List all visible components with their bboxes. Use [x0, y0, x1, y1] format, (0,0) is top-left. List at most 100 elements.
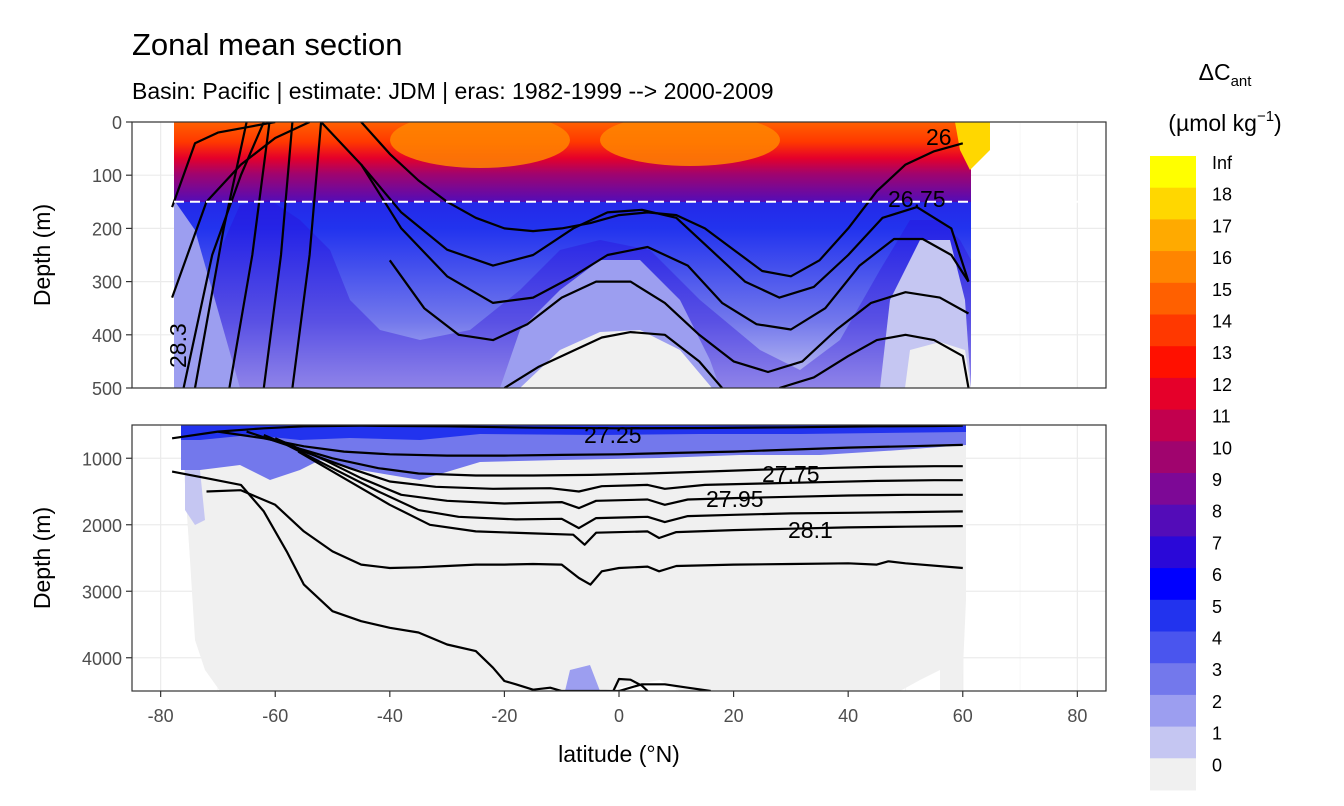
contour-line — [360, 164, 970, 331]
contour-line — [206, 489, 963, 586]
lower-y-axis-label: Depth (m) — [29, 507, 55, 609]
contour-line — [263, 433, 963, 493]
upper-max-blob-2 — [600, 122, 780, 166]
contour-line — [262, 122, 294, 388]
legend-label: 14 — [1212, 312, 1232, 332]
legend-label: 2 — [1212, 692, 1222, 712]
legend-label: 12 — [1212, 375, 1232, 395]
lower-contours — [171, 425, 963, 691]
x-axis-label: latitude (°N) — [558, 741, 680, 767]
legend-units-exp: −1 — [1257, 108, 1274, 125]
lower-abyss-patch — [565, 665, 600, 691]
y-tick-label: 4000 — [82, 649, 122, 669]
legend-label: 3 — [1212, 660, 1222, 680]
contour-label-28-1: 28.1 — [788, 517, 833, 543]
legend-swatch — [1150, 282, 1196, 315]
legend-label: 4 — [1212, 629, 1222, 649]
y-tick-label: 3000 — [82, 582, 122, 602]
upper-north-low — [905, 342, 971, 388]
contour-line — [217, 430, 963, 457]
legend-label: 8 — [1212, 502, 1222, 522]
x-tick-label: 80 — [1067, 706, 1087, 726]
contour-line — [320, 122, 970, 299]
legend-label: 5 — [1212, 597, 1222, 617]
legend-title: ΔCant — [1199, 59, 1253, 90]
contour-line — [171, 470, 711, 691]
legend-label: 10 — [1212, 438, 1232, 458]
contour-line — [171, 122, 276, 208]
contour-line — [297, 450, 963, 546]
y-tick-label: 400 — [92, 326, 122, 346]
legend-swatch — [1150, 726, 1196, 759]
legend-units-end: ) — [1274, 110, 1282, 136]
legend-swatch — [1150, 251, 1196, 284]
upper-mid-layer — [174, 122, 971, 388]
legend-label: 0 — [1212, 755, 1222, 775]
legend-label: 7 — [1212, 533, 1222, 553]
legend-swatch — [1150, 314, 1196, 347]
contour-line — [274, 437, 963, 510]
upper-panel-border — [131, 121, 1107, 389]
y-tick-label: 100 — [92, 166, 122, 186]
contour-label-28-3: 28.3 — [165, 323, 191, 368]
contour-line — [388, 259, 970, 374]
lower-south-light — [185, 470, 205, 525]
contour-line — [286, 443, 963, 530]
y-tick-label: 500 — [92, 379, 122, 399]
legend: ΔCant (µmol kg−1) Inf1817161514131211109… — [1150, 59, 1282, 791]
upper-northern-peak — [955, 122, 990, 170]
legend-swatch — [1150, 377, 1196, 411]
legend-swatch — [1150, 663, 1196, 696]
contour-label-27-75: 27.75 — [762, 461, 820, 487]
contour-line — [171, 122, 311, 298]
x-tick-label: 60 — [953, 706, 973, 726]
legend-label: 17 — [1212, 216, 1232, 236]
legend-swatch — [1150, 473, 1196, 506]
legend-swatch — [1150, 631, 1196, 664]
contour-line — [246, 430, 963, 477]
contour-label-27-25: 27.25 — [584, 422, 642, 448]
x-tick-label: -40 — [377, 706, 403, 726]
upper-max-blob-1 — [390, 122, 570, 168]
legend-units: (µmol kg−1) — [1168, 108, 1281, 136]
contour-labels: 26 26.75 27.25 27.75 27.95 28.1 28.3 — [165, 124, 952, 543]
legend-title-main: ΔC — [1199, 59, 1231, 85]
upper-equator-low — [520, 330, 712, 388]
upper-y-axis-label: Depth (m) — [29, 204, 55, 306]
contour-label-26: 26 — [926, 124, 952, 150]
legend-swatch — [1150, 219, 1196, 252]
legend-units-main: (µmol kg — [1168, 110, 1257, 136]
legend-label: 11 — [1212, 407, 1231, 427]
legend-label: 15 — [1212, 280, 1232, 300]
legend-swatch — [1150, 156, 1196, 189]
legend-swatch — [1150, 568, 1196, 601]
upper-panel: 0 100 200 300 400 500 Depth (m) — [29, 113, 1107, 399]
contour-label-27-95: 27.95 — [706, 486, 764, 512]
legend-label: Inf — [1212, 153, 1233, 173]
x-axis: -80 -60 -40 -20 0 20 40 60 80 — [148, 691, 1087, 726]
legend-swatch — [1150, 504, 1196, 537]
upper-panel-fill — [171, 122, 1106, 388]
upper-contours — [171, 122, 970, 388]
legend-swatch — [1150, 599, 1196, 632]
contour-line — [291, 122, 323, 388]
lower-y-axis: 1000 2000 3000 4000 — [82, 449, 132, 669]
x-tick-label: -60 — [262, 706, 288, 726]
y-tick-label: 200 — [92, 219, 122, 239]
contour-line — [193, 122, 248, 388]
legend-label: 6 — [1212, 565, 1222, 585]
y-tick-label: 2000 — [82, 516, 122, 536]
lower-panel: 1000 2000 3000 4000 Depth (m) — [29, 424, 1107, 692]
x-tick-label: 20 — [724, 706, 744, 726]
y-tick-label: 300 — [92, 273, 122, 293]
legend-label: 9 — [1212, 470, 1222, 490]
contour-line — [503, 331, 723, 388]
legend-swatch — [1150, 441, 1196, 474]
contour-label-26-75: 26.75 — [888, 186, 946, 212]
chart-subtitle: Basin: Pacific | estimate: JDM | eras: 1… — [132, 78, 774, 104]
legend-label: 1 — [1212, 724, 1222, 744]
contour-line — [779, 333, 970, 388]
lower-upper-fill — [181, 425, 966, 440]
x-tick-label: 0 — [614, 706, 624, 726]
